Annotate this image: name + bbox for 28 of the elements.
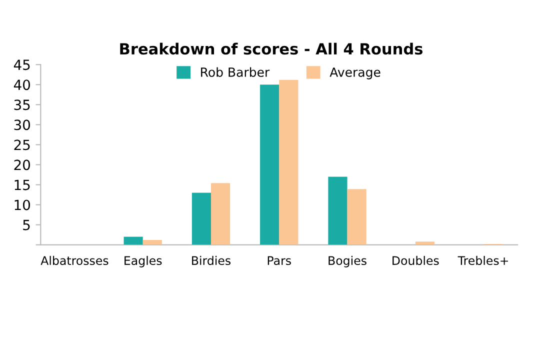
x-tick-label: Albatrosses — [40, 256, 108, 266]
bar — [328, 176, 348, 245]
x-tick-label: Trebles+ — [458, 256, 508, 266]
x-tick-label: Eagles — [124, 256, 162, 268]
x-tick-label: Pars — [268, 256, 291, 266]
bar — [415, 242, 434, 245]
bar — [347, 189, 366, 245]
y-tick-label: 35 — [14, 100, 30, 110]
bar — [210, 183, 230, 245]
y-tick-label: 20 — [14, 160, 30, 170]
y-tick-label: 25 — [14, 140, 30, 150]
bar — [192, 192, 211, 245]
y-tick-label: 45 — [14, 60, 30, 70]
x-tick-label: Doubles — [392, 256, 439, 266]
legend-label: Rob Barber — [201, 67, 270, 77]
y-tick-label: 10 — [14, 200, 30, 210]
bar — [279, 80, 298, 245]
y-tick-label: 40 — [14, 80, 30, 90]
x-tick-label: Birdies — [192, 256, 231, 266]
x-tick-label: Bogies — [328, 256, 366, 268]
bar — [142, 240, 162, 245]
bar — [260, 84, 280, 245]
y-tick-label: 30 — [14, 120, 30, 130]
chart-title: Breakdown of scores - All 4 Rounds — [120, 42, 422, 55]
y-tick-label: 15 — [14, 180, 30, 190]
y-tick-label: 5 — [23, 220, 30, 230]
bar — [124, 236, 143, 245]
legend-label: Average — [330, 68, 380, 80]
